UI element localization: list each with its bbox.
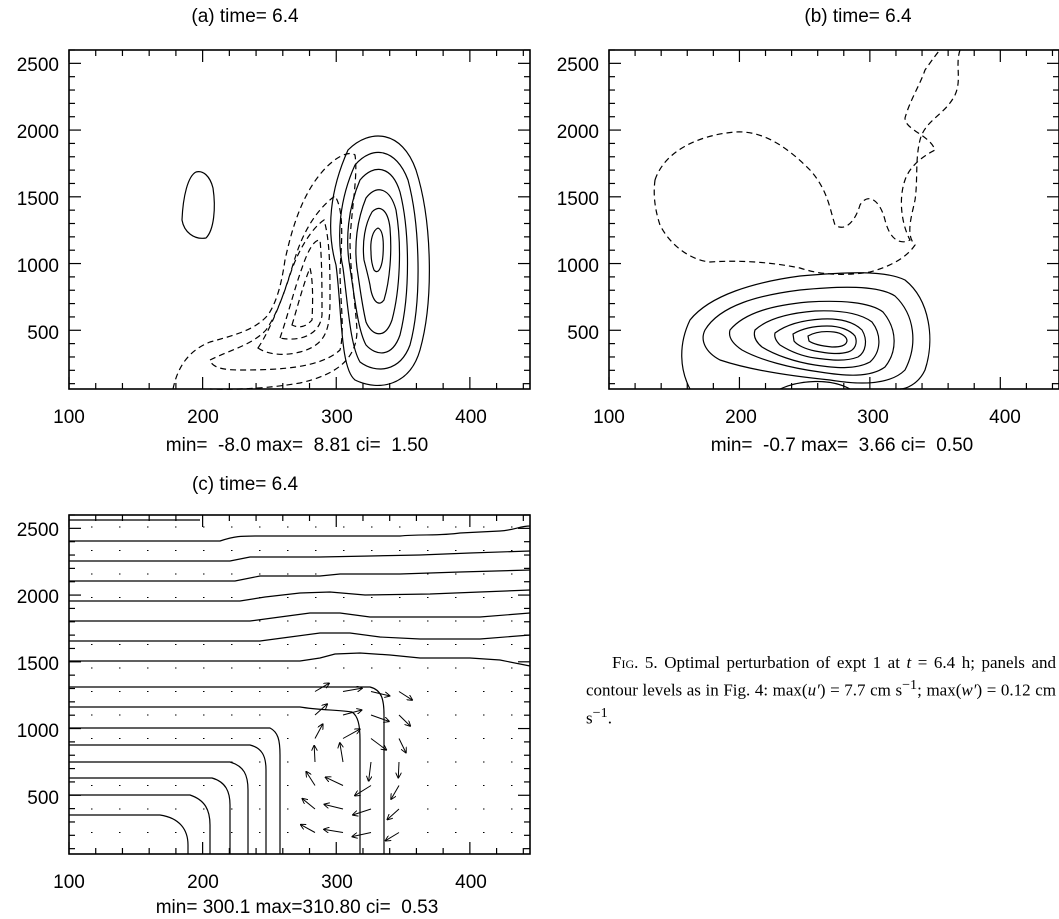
panel-b-title: (b) time= 6.4: [804, 6, 912, 27]
x-tick-label: 400: [455, 872, 487, 893]
y-tick-label: 500: [567, 323, 599, 344]
vector-arrow: [369, 761, 371, 781]
vector-arrow: [370, 691, 390, 696]
caption-label: Fig. 5.: [612, 653, 658, 672]
vector-arrow: [324, 804, 344, 810]
y-tick-label: 2000: [17, 587, 59, 608]
panel-c-y-tick-labels: 2500 2000 1500 1000 500: [17, 520, 59, 809]
vector-arrow: [302, 799, 316, 810]
caption-superscript: −1: [902, 677, 918, 693]
vector-arrow: [398, 738, 406, 753]
vector-arrow: [314, 724, 323, 739]
caption-var-u: u′: [807, 680, 820, 700]
panel-c-stats: min= 300.1 max=310.80 ci= 0.53: [156, 897, 439, 918]
x-tick-label: 200: [187, 872, 219, 893]
x-tick-label: 100: [53, 872, 85, 893]
panel-b-x-tick-labels: 100 200 300 400: [593, 407, 1021, 428]
vector-arrow: [342, 710, 362, 716]
panel-c-contours: [69, 519, 531, 854]
panel-c-vector-arrows: [91, 526, 513, 841]
y-tick-label: 1500: [17, 189, 59, 210]
panel-b-y-tick-labels: 2500 2000 1500 1000 500: [557, 55, 599, 344]
x-tick-label: 400: [989, 407, 1021, 428]
panel-c-title: (c) time= 6.4: [192, 474, 299, 495]
vector-arrow: [314, 746, 315, 763]
y-tick-label: 500: [27, 323, 59, 344]
x-tick-label: 200: [187, 407, 219, 428]
vector-arrow: [355, 785, 372, 796]
caption-var-w: w′: [961, 680, 977, 700]
panel-b-frame: [608, 49, 1059, 390]
vector-arrow: [370, 738, 386, 750]
vector-arrow: [314, 704, 327, 716]
caption-text: ; max(: [917, 680, 962, 700]
panel-b: (b) time= 6.4 100 200 300 400 2500 2000 …: [557, 6, 1059, 456]
vector-arrow: [387, 808, 400, 820]
y-tick-label: 1000: [557, 256, 599, 277]
panel-c-ticks: [68, 514, 530, 854]
x-tick-label: 300: [321, 407, 353, 428]
figure-caption: Fig. 5. Optimal perturbation of expt 1 a…: [586, 652, 1056, 729]
vector-arrow: [398, 691, 412, 701]
y-tick-label: 2000: [557, 122, 599, 143]
y-tick-label: 500: [27, 788, 59, 809]
panel-c-frame: [68, 514, 531, 855]
vector-arrow: [370, 714, 389, 721]
caption-text: ) = 7.7 cm s: [819, 680, 903, 700]
vector-arrow: [340, 743, 343, 763]
vector-arrow: [398, 714, 410, 726]
x-tick-label: 100: [593, 407, 625, 428]
vector-arrow: [385, 832, 400, 841]
caption-text: ) = 0.12 cm s: [586, 680, 1056, 728]
panel-c-x-tick-labels: 100 200 300 400: [53, 872, 487, 893]
y-tick-label: 2500: [17, 55, 59, 76]
vector-arrow: [325, 777, 344, 786]
vector-arrow: [306, 772, 316, 786]
caption-text: .: [607, 708, 612, 728]
panel-a-title: (a) time= 6.4: [191, 6, 299, 27]
vector-arrow: [342, 688, 362, 691]
y-tick-label: 1000: [17, 721, 59, 742]
panel-a: (a) time= 6.4 100 200 300 400 2500 2000 …: [17, 6, 531, 456]
x-tick-label: 100: [53, 407, 85, 428]
x-tick-label: 200: [725, 407, 757, 428]
y-tick-label: 2000: [17, 122, 59, 143]
panel-a-x-tick-labels: 100 200 300 400: [53, 407, 487, 428]
x-tick-label: 400: [455, 407, 487, 428]
x-tick-label: 300: [857, 407, 889, 428]
vector-arrow: [314, 683, 329, 692]
caption-text: Optimal perturbation of expt 1 at: [657, 653, 907, 672]
y-tick-label: 1500: [557, 189, 599, 210]
panel-b-ticks: [608, 49, 1059, 389]
y-tick-label: 1500: [17, 654, 59, 675]
vector-arrow: [398, 761, 399, 778]
y-tick-label: 1000: [17, 256, 59, 277]
vector-arrow: [342, 729, 360, 739]
y-tick-label: 2500: [17, 520, 59, 541]
panel-c: (c) time= 6.4 100 200 300 400 2500 2000 …: [17, 474, 531, 918]
panel-a-stats: min= -8.0 max= 8.81 ci= 1.50: [166, 435, 428, 456]
caption-superscript: −1: [592, 704, 608, 721]
vector-arrow: [352, 832, 372, 837]
y-tick-label: 2500: [557, 55, 599, 76]
caption-text: = 6.4 h; panels and contour levels as in…: [586, 653, 1056, 700]
vector-arrow: [324, 829, 344, 832]
panel-a-frame: [68, 49, 531, 390]
panel-b-stats: min= -0.7 max= 3.66 ci= 0.50: [711, 435, 973, 456]
panel-b-contours: [653, 49, 961, 390]
panel-a-y-tick-labels: 2500 2000 1500 1000 500: [17, 55, 59, 344]
panel-a-ticks: [68, 49, 530, 389]
vector-arrow: [353, 808, 372, 815]
panel-a-contours: [172, 135, 430, 390]
vector-arrow: [301, 825, 316, 833]
x-tick-label: 300: [321, 872, 353, 893]
vector-arrow: [391, 785, 400, 800]
caption-var-t: t: [906, 653, 912, 672]
